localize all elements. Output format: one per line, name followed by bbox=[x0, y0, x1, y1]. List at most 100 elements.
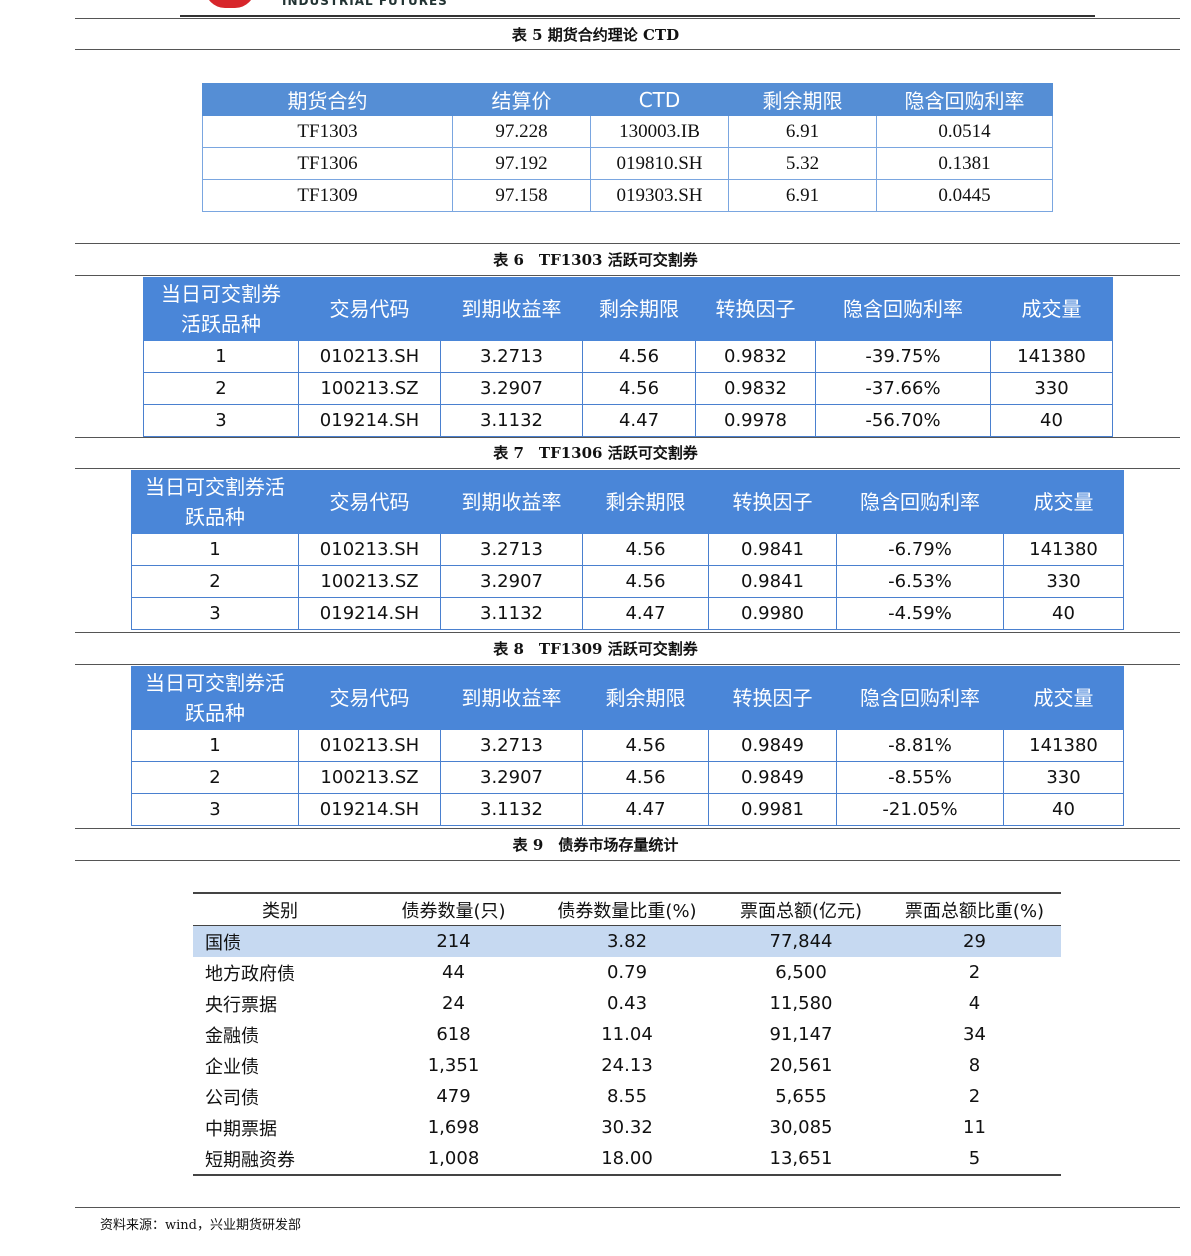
table-cell: 18.00 bbox=[540, 1143, 714, 1176]
table-cell: 1 bbox=[131, 729, 299, 762]
table-row: 公司债 479 8.55 5,655 2 bbox=[193, 1081, 1061, 1112]
column-header: 当日可交割券活跃品种 bbox=[131, 470, 299, 534]
table-cell: 3 bbox=[131, 597, 299, 630]
table-cell: 4.47 bbox=[582, 793, 709, 826]
table-row: TF1303 97.228 130003.IB 6.91 0.0514 bbox=[202, 115, 1053, 148]
header-rule bbox=[180, 15, 1095, 17]
column-header: 交易代码 bbox=[298, 277, 441, 341]
table-row: 2 100213.SZ 3.2907 4.56 0.9841 -6.53% 330 bbox=[131, 565, 1124, 598]
table-cell: 3.1132 bbox=[440, 597, 583, 630]
column-header: CTD bbox=[590, 83, 729, 116]
table-cell: 0.9978 bbox=[695, 404, 816, 437]
column-header: 隐含回购利率 bbox=[876, 83, 1053, 116]
table-cell: -21.05% bbox=[836, 793, 1004, 826]
table-cell: 019303.SH bbox=[590, 179, 729, 212]
table-cell: 100213.SZ bbox=[298, 761, 441, 794]
column-header: 成交量 bbox=[1003, 666, 1124, 730]
table-row: TF1306 97.192 019810.SH 5.32 0.1381 bbox=[202, 147, 1053, 180]
table-cell: 0.9832 bbox=[695, 372, 816, 405]
table-t8: 当日可交割券活跃品种 交易代码 到期收益率 剩余期限 转换因子 隐含回购利率 成交量 1 010… bbox=[131, 666, 1124, 826]
column-header: 剩余期限 bbox=[582, 470, 709, 534]
table-cell: 2 bbox=[131, 761, 299, 794]
column-header: 转换因子 bbox=[695, 277, 816, 341]
table-cell: 0.1381 bbox=[876, 147, 1053, 180]
table-cell: 010213.SH bbox=[298, 729, 441, 762]
table-cell: 618 bbox=[436, 1024, 471, 1045]
table-cell: 97.158 bbox=[452, 179, 591, 212]
table-cell: 央行票据 bbox=[205, 994, 277, 1016]
table-cell: 0.0445 bbox=[876, 179, 1053, 212]
column-header: 债券数量(只) bbox=[367, 892, 540, 926]
table-cell: 3 bbox=[143, 404, 299, 437]
column-header: 当日可交割券活跃品种 bbox=[131, 666, 299, 730]
table-cell: TF1306 bbox=[202, 147, 453, 180]
table-cell: 6.91 bbox=[728, 179, 877, 212]
footer-source: 资料来源：wind，兴业期货研发部 bbox=[100, 1218, 301, 1233]
column-header: 剩余期限 bbox=[728, 83, 877, 116]
table-cell: 0.9981 bbox=[708, 793, 837, 826]
table-cell: 1,351 bbox=[427, 1055, 480, 1076]
table-cell: 019214.SH bbox=[298, 793, 441, 826]
table-cell: 97.228 bbox=[452, 115, 591, 148]
table-cell: 010213.SH bbox=[298, 533, 441, 566]
table-cell: 公司债 bbox=[205, 1087, 259, 1109]
column-header: 交易代码 bbox=[298, 666, 441, 730]
table-cell: -6.79% bbox=[836, 533, 1004, 566]
table-row: 2 100213.SZ 3.2907 4.56 0.9849 -8.55% 330 bbox=[131, 761, 1124, 794]
table-cell: 0.43 bbox=[606, 993, 648, 1014]
table-cell: 0.9841 bbox=[708, 533, 837, 566]
column-header: 到期收益率 bbox=[440, 277, 583, 341]
table-cell: 141380 bbox=[1003, 533, 1124, 566]
table-cell: 0.9849 bbox=[708, 761, 837, 794]
rule bbox=[75, 664, 1180, 665]
column-header: 当日可交割券活跃品种 bbox=[143, 277, 299, 341]
table-t9: 类别 债券数量(只) 债券数量比重(%) 票面总额(亿元) 票面总额比重(%) 国债 214… bbox=[193, 892, 1061, 1176]
table-header-row: 当日可交割券活跃品种 交易代码 到期收益率 剩余期限 转换因子 隐含回购利率 成交量 bbox=[131, 666, 1124, 730]
table-cell: 8 bbox=[968, 1055, 981, 1076]
table-cell: 0.0514 bbox=[876, 115, 1053, 148]
table-cell: -37.66% bbox=[815, 372, 991, 405]
table-cell: 330 bbox=[1003, 565, 1124, 598]
table-cell: -56.70% bbox=[815, 404, 991, 437]
table-cell: -8.55% bbox=[836, 761, 1004, 794]
table-cell: 479 bbox=[436, 1086, 471, 1107]
table-cell: 4.47 bbox=[582, 597, 709, 630]
column-header: 期货合约 bbox=[202, 83, 453, 116]
table-cell: 中期票据 bbox=[205, 1118, 277, 1140]
table-cell: 30,085 bbox=[769, 1117, 833, 1138]
table-cell: 214 bbox=[367, 925, 540, 957]
table-cell: 4.56 bbox=[582, 729, 709, 762]
table-cell: 8.55 bbox=[606, 1086, 648, 1107]
table-cell: 100213.SZ bbox=[298, 565, 441, 598]
table-cell: 6,500 bbox=[775, 962, 827, 983]
table-cell: 6.91 bbox=[728, 115, 877, 148]
table-cell: 019214.SH bbox=[298, 404, 441, 437]
table-cell: 3.82 bbox=[540, 925, 714, 957]
table-cell: TF1303 bbox=[202, 115, 453, 148]
table-cell: 3.2907 bbox=[440, 761, 583, 794]
column-header: 隐含回购利率 bbox=[815, 277, 991, 341]
table-row: 国债 214 3.82 77,844 29 bbox=[193, 925, 1061, 957]
column-header: 成交量 bbox=[1003, 470, 1124, 534]
table-cell: 3.2907 bbox=[440, 372, 583, 405]
table-row: 1 010213.SH 3.2713 4.56 0.9849 -8.81% 141380 bbox=[131, 729, 1124, 762]
table-cell: TF1309 bbox=[202, 179, 453, 212]
table-cell: 5 bbox=[888, 1143, 1061, 1176]
table-caption: 表 6 TF1303 活跃可交割券 bbox=[493, 251, 698, 269]
table-cell: 11 bbox=[963, 1117, 986, 1138]
table-cell: 100213.SZ bbox=[298, 372, 441, 405]
table-row: 中期票据 1,698 30.32 30,085 11 bbox=[193, 1112, 1061, 1143]
table-cell: 40 bbox=[1003, 793, 1124, 826]
table-t6: 当日可交割券活跃品种 交易代码 到期收益率 剩余期限 转换因子 隐含回购利率 成交量 1 010… bbox=[143, 277, 1113, 437]
column-header: 债券数量比重(%) bbox=[540, 892, 714, 926]
table-cell: 0.79 bbox=[606, 962, 648, 983]
table-cell: 金融债 bbox=[205, 1025, 259, 1047]
table-cell: 40 bbox=[1003, 597, 1124, 630]
rule bbox=[75, 860, 1180, 861]
table-cell: 97.192 bbox=[452, 147, 591, 180]
logo bbox=[205, 0, 255, 8]
table-row: 3 019214.SH 3.1132 4.47 0.9978 -56.70% 40 bbox=[143, 404, 1113, 437]
table-cell: 1,008 bbox=[367, 1143, 540, 1176]
table-cell: -39.75% bbox=[815, 340, 991, 373]
table-cell: 11.04 bbox=[601, 1024, 653, 1045]
